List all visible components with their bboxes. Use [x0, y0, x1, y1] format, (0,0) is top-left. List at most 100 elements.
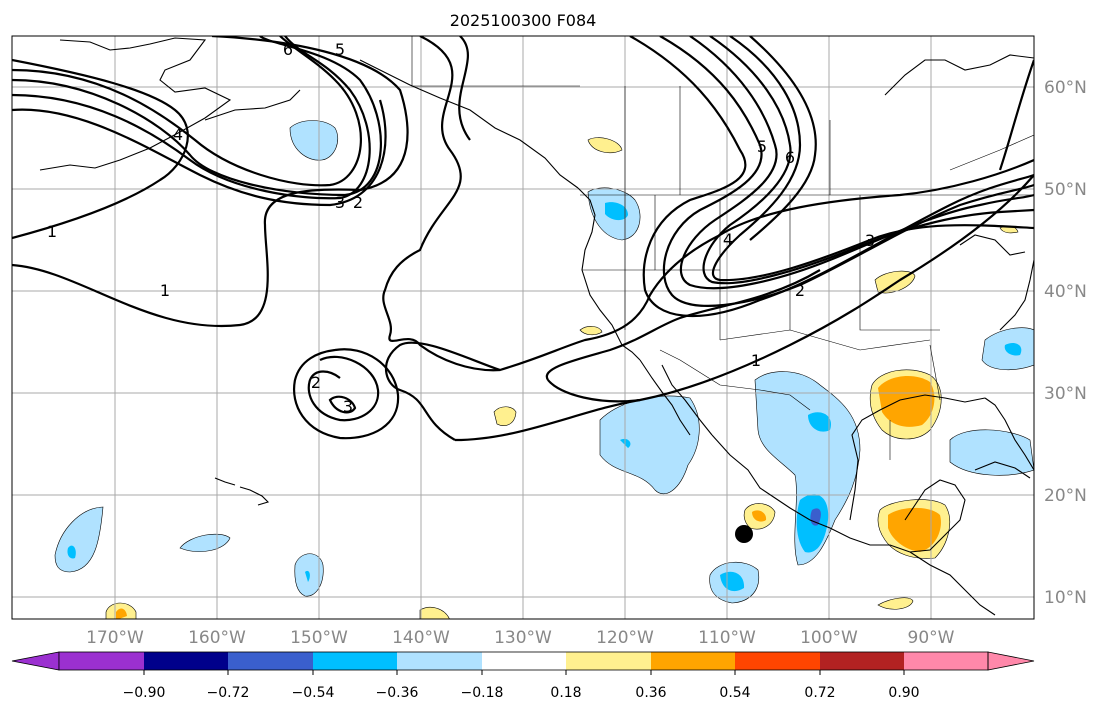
- contour-line: [998, 59, 1034, 171]
- colorbar-frame: [58, 651, 989, 671]
- negative-anomaly-area: [67, 545, 76, 559]
- colorbar-segment: [59, 652, 144, 670]
- contour-line: [382, 36, 1034, 372]
- colorbar-segment: [735, 652, 820, 670]
- colorbar-segment: [144, 652, 228, 670]
- contour-line: [629, 36, 1034, 318]
- negative-anomaly-area: [720, 571, 745, 592]
- lon-label: 90°W: [908, 628, 955, 648]
- map-title: 2025100300 F084: [450, 11, 597, 30]
- positive-anomaly-area: [752, 510, 767, 522]
- contour-label: 3: [865, 231, 875, 250]
- contour-line: [12, 58, 189, 240]
- lat-label: 20°N: [1044, 486, 1087, 506]
- lat-label: 10°N: [1044, 588, 1087, 608]
- colorbar-segment: [566, 652, 651, 670]
- colorbar-tick-label: 0.90: [888, 685, 919, 701]
- latitude-labels: 60°N 50°N 40°N 30°N 20°N 10°N: [1044, 78, 1087, 608]
- contour-line: [12, 36, 362, 187]
- negative-anomaly-area: [54, 506, 104, 573]
- contour-label: 1: [751, 351, 761, 370]
- contour-line: [293, 348, 400, 440]
- negative-anomaly-area: [949, 429, 1034, 476]
- lat-label: 50°N: [1044, 180, 1087, 200]
- colorbar-extend-high: [987, 651, 1035, 671]
- colorbar-segment: [482, 652, 566, 670]
- contour-line: [458, 36, 471, 141]
- contour-label: 2: [353, 193, 363, 212]
- lon-label: 120°W: [596, 628, 654, 648]
- colorbar-tick-label: 0.36: [635, 685, 666, 701]
- contour-label: 5: [757, 137, 767, 156]
- lon-label: 170°W: [86, 628, 144, 648]
- colorbar-segment: [904, 652, 988, 670]
- contour-line: [12, 36, 382, 197]
- contour-label: 6: [785, 148, 795, 167]
- colorbar-tick-label: −0.18: [461, 685, 504, 701]
- colorbar-segment: [313, 652, 397, 670]
- positive-anomaly-area: [116, 608, 127, 619]
- negative-anomaly-area: [1004, 343, 1022, 356]
- colorbar-tick-label: 0.54: [719, 685, 750, 701]
- colorbar: −0.90 −0.72 −0.54 −0.36 −0.18 0.18 0.36 …: [11, 651, 1035, 701]
- lat-label: 60°N: [1044, 78, 1087, 98]
- negative-anomaly-area: [289, 120, 339, 161]
- negative-anomaly-area: [305, 570, 310, 582]
- negative-anomaly-area: [808, 412, 831, 432]
- contour-label: 1: [160, 281, 170, 300]
- lon-label: 140°W: [392, 628, 450, 648]
- contour-line: [711, 36, 1034, 282]
- contour-label: 4: [173, 125, 183, 144]
- graticule: [12, 36, 1034, 619]
- contour-line: [328, 395, 357, 414]
- map-frame: [11, 35, 1035, 620]
- contour-line: [659, 36, 1034, 307]
- negative-anomaly-area: [605, 202, 628, 221]
- lon-label: 130°W: [494, 628, 552, 648]
- colorbar-tick-labels: −0.90 −0.72 −0.54 −0.36 −0.18 0.18 0.36 …: [123, 685, 920, 701]
- contour-line: [12, 36, 409, 328]
- colorbar-tick-label: 0.72: [804, 685, 835, 701]
- colorbar-tick-label: 0.18: [550, 685, 581, 701]
- positive-anomaly-area: [419, 607, 450, 619]
- political-boundaries: [411, 36, 1034, 460]
- positive-anomaly-area: [587, 137, 623, 153]
- map-layers: 6 5 4 3 2 1 1 2 3 5 6 4 3 2 1: [12, 36, 1034, 619]
- colorbar-segment: [820, 652, 904, 670]
- longitude-labels: 170°W 160°W 150°W 140°W 130°W 120°W 110°…: [86, 628, 955, 648]
- lon-label: 150°W: [290, 628, 348, 648]
- contour-line: [749, 36, 817, 241]
- lon-label: 160°W: [188, 628, 246, 648]
- colorbar-tick-label: −0.54: [292, 685, 335, 701]
- contour-line: [702, 36, 1034, 285]
- location-marker: [735, 525, 753, 543]
- contour-labels: 6 5 4 3 2 1 1 2 3 5 6 4 3 2 1: [47, 40, 875, 416]
- contour-line: [12, 99, 387, 207]
- contour-label: 2: [311, 373, 321, 392]
- colorbar-ticks: [143, 670, 905, 675]
- positive-anomaly-area: [878, 376, 935, 427]
- positive-anomaly-area: [579, 326, 603, 336]
- contour-line: [547, 174, 1034, 403]
- coastlines: [39, 37, 1034, 616]
- negative-anomaly-area: [754, 371, 861, 566]
- contour-line: [454, 398, 641, 442]
- colorbar-tick-label: −0.72: [207, 685, 250, 701]
- contour-label: 6: [283, 40, 293, 59]
- positive-anomaly-area: [493, 406, 517, 426]
- colorbar-segment: [228, 652, 313, 670]
- contour-line: [679, 36, 1034, 290]
- contour-line: [307, 355, 380, 422]
- colorbar-tick-label: −0.90: [123, 685, 166, 701]
- contour-label: 3: [335, 193, 345, 212]
- lat-label: 30°N: [1044, 384, 1087, 404]
- lon-label: 110°W: [698, 628, 756, 648]
- positive-anomaly-area: [877, 597, 914, 610]
- positive-anomaly-area: [888, 507, 941, 552]
- contour-line: [12, 36, 371, 200]
- contour-label: 1: [47, 222, 57, 241]
- contour-label: 2: [795, 281, 805, 300]
- colorbar-tick-label: −0.36: [376, 685, 419, 701]
- lon-label: 100°W: [800, 628, 858, 648]
